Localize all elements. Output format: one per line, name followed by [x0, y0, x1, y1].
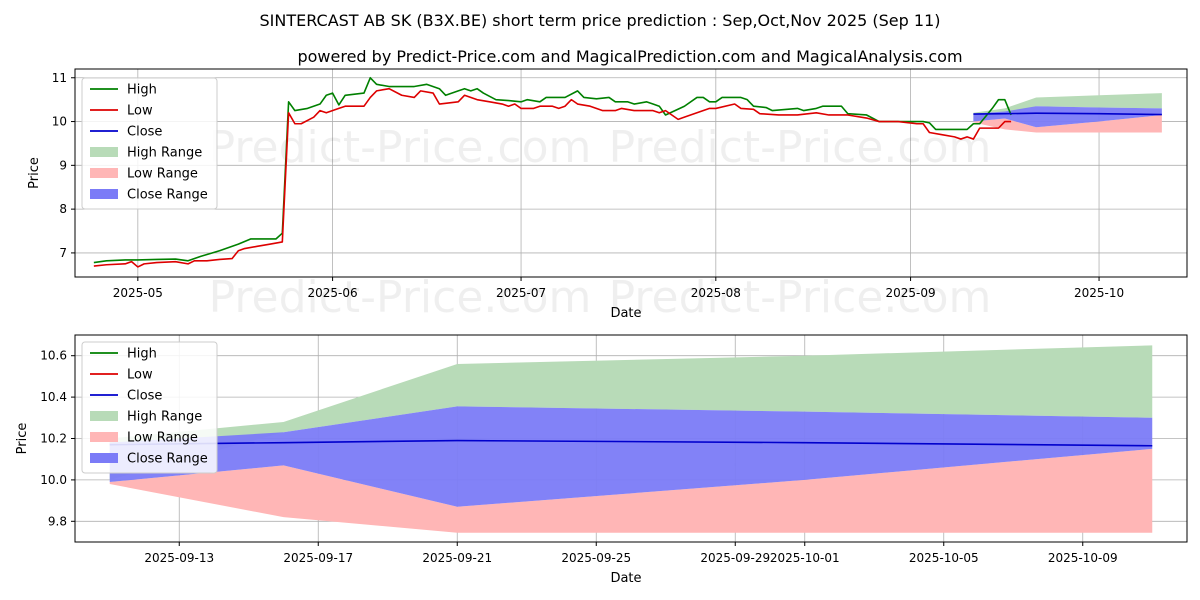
y-tick-label: 8: [59, 202, 67, 216]
legend-label-close: Close: [127, 125, 162, 140]
x-axis-label: Date: [610, 306, 641, 321]
watermark-text: Predict-Price.com: [209, 272, 592, 323]
y-tick-label: 10: [52, 115, 67, 129]
legend-label-close: Close: [127, 389, 162, 404]
y-tick-label: 7: [59, 246, 67, 260]
legend-label-close-range: Close Range: [127, 188, 208, 203]
x-tick-label: 2025-10-01: [770, 551, 840, 565]
legend-label-low: Low: [127, 104, 153, 119]
chart-subtitle: powered by Predict-Price.com and Magical…: [297, 47, 962, 66]
watermark-text: Predict-Price.com: [609, 122, 992, 173]
legend-label-low-range: Low Range: [127, 167, 198, 182]
x-tick-label: 2025-08: [691, 286, 741, 300]
x-tick-label: 2025-10: [1074, 286, 1124, 300]
close-series-line: [973, 112, 1162, 116]
legend-label-high: High: [127, 347, 157, 362]
chart-title: SINTERCAST AB SK (B3X.BE) short term pri…: [259, 11, 940, 30]
axes-frame: [74, 68, 1188, 278]
x-tick-label: 2025-05: [113, 286, 163, 300]
bottom-chart: Predict-Price.comPredict-Price.com2025-0…: [15, 334, 1188, 586]
x-tick-label: 2025-09: [886, 286, 936, 300]
legend-swatch-high-range: [90, 147, 118, 157]
x-axis: 2025-05 2025-06 2025-07 2025-08 2025-09 2025-…: [113, 277, 1124, 300]
watermark-text: Predict-Price.com: [609, 272, 992, 323]
watermark-text: Predict-Price.com: [209, 122, 592, 173]
y-tick-label: 10.4: [40, 390, 67, 404]
x-tick-label: 2025-07: [496, 286, 546, 300]
legend-label-high-range: High Range: [127, 410, 202, 425]
close-series-line: [109, 439, 1153, 447]
x-axis: 2025-09-13 2025-09-17 2025-09-21 2025-09-25…: [144, 542, 1118, 565]
low-range-band: [109, 448, 1153, 533]
x-tick-label: 2025-06: [308, 286, 358, 300]
legend-label-low: Low: [127, 368, 153, 383]
y-tick-label: 9: [59, 158, 67, 172]
watermarks: Predict-Price.com Predict-Price.com Predic…: [209, 122, 992, 323]
plot-area: [109, 345, 1153, 533]
legend-label-high-range: High Range: [127, 146, 202, 161]
low-series-line: [93, 87, 1012, 268]
grid: [75, 69, 1187, 277]
x-axis-label: Date: [610, 571, 641, 586]
y-axis-label: Price: [15, 423, 30, 455]
legend-swatch-close-range: [90, 189, 118, 199]
x-tick-label: 2025-10-09: [1048, 551, 1118, 565]
y-tick-label: 11: [52, 71, 67, 85]
x-tick-label: 2025-09-13: [144, 551, 214, 565]
y-tick-label: 9.8: [48, 514, 67, 528]
close-range-band: [973, 106, 1162, 128]
plot-area: [93, 76, 1162, 268]
legend: High Low Close High Range Low Range Close Ran…: [81, 341, 218, 474]
x-tick-label: 2025-09-21: [422, 551, 492, 565]
legend-swatch-close-range: [90, 453, 118, 463]
x-tick-label: 2025-09-25: [561, 551, 631, 565]
y-axis-label: Price: [27, 157, 42, 189]
close-range-band: [109, 406, 1153, 507]
legend: High Low Close High Range Low Range Close Ran…: [81, 77, 218, 210]
high-range-band: [973, 93, 1162, 122]
y-axis: 9.8 10.0 10.2 10.4 10.6: [40, 349, 75, 528]
y-tick-label: 10.0: [40, 473, 67, 487]
legend-swatch-low-range: [90, 168, 118, 178]
x-tick-label: 2025-09-29: [700, 551, 770, 565]
x-tick-label: 2025-10-05: [909, 551, 979, 565]
y-tick-label: 10.2: [40, 432, 67, 446]
high-range-band: [109, 345, 1153, 480]
x-tick-label: 2025-09-17: [283, 551, 353, 565]
y-axis: 7 8 9 10 11: [52, 71, 75, 260]
top-chart: Predict-Price.com Predict-Price.com Predic…: [27, 68, 1188, 323]
legend-label-close-range: Close Range: [127, 452, 208, 467]
legend-swatch-high-range: [90, 411, 118, 421]
legend-swatch-low-range: [90, 432, 118, 442]
low-range-band: [973, 114, 1162, 133]
legend-label-low-range: Low Range: [127, 431, 198, 446]
legend-label-high: High: [127, 83, 157, 98]
y-tick-label: 10.6: [40, 349, 67, 363]
